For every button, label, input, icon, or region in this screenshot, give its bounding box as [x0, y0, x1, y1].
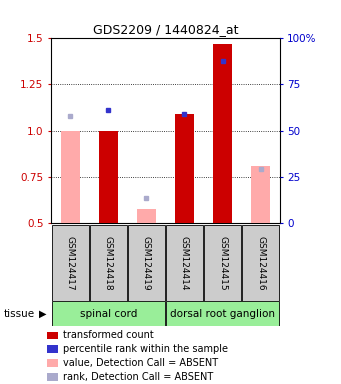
- Bar: [137, 209, 156, 223]
- Text: transformed count: transformed count: [63, 330, 154, 340]
- Bar: [52, 225, 89, 301]
- Bar: [166, 301, 279, 326]
- Bar: [166, 225, 203, 301]
- Bar: [251, 166, 270, 223]
- Text: ▶: ▶: [39, 309, 47, 319]
- Bar: [213, 44, 232, 223]
- Bar: [47, 373, 58, 381]
- Bar: [175, 114, 194, 223]
- Text: GSM124416: GSM124416: [256, 236, 265, 290]
- Text: value, Detection Call = ABSENT: value, Detection Call = ABSENT: [63, 358, 218, 368]
- Bar: [61, 131, 80, 223]
- Bar: [242, 225, 279, 301]
- Text: rank, Detection Call = ABSENT: rank, Detection Call = ABSENT: [63, 372, 213, 382]
- Bar: [128, 225, 165, 301]
- Title: GDS2209 / 1440824_at: GDS2209 / 1440824_at: [93, 23, 238, 36]
- Bar: [52, 301, 165, 326]
- Bar: [204, 225, 241, 301]
- Text: GSM124419: GSM124419: [142, 236, 151, 290]
- Text: GSM124417: GSM124417: [66, 236, 75, 290]
- Text: GSM124418: GSM124418: [104, 236, 113, 290]
- Bar: [47, 346, 58, 353]
- Text: GSM124414: GSM124414: [180, 236, 189, 290]
- Bar: [99, 131, 118, 223]
- Text: percentile rank within the sample: percentile rank within the sample: [63, 344, 228, 354]
- Text: spinal cord: spinal cord: [79, 309, 137, 319]
- Text: tissue: tissue: [3, 309, 34, 319]
- Bar: [90, 225, 127, 301]
- Text: dorsal root ganglion: dorsal root ganglion: [170, 309, 275, 319]
- Bar: [47, 359, 58, 367]
- Text: GSM124415: GSM124415: [218, 236, 227, 290]
- Bar: [47, 331, 58, 339]
